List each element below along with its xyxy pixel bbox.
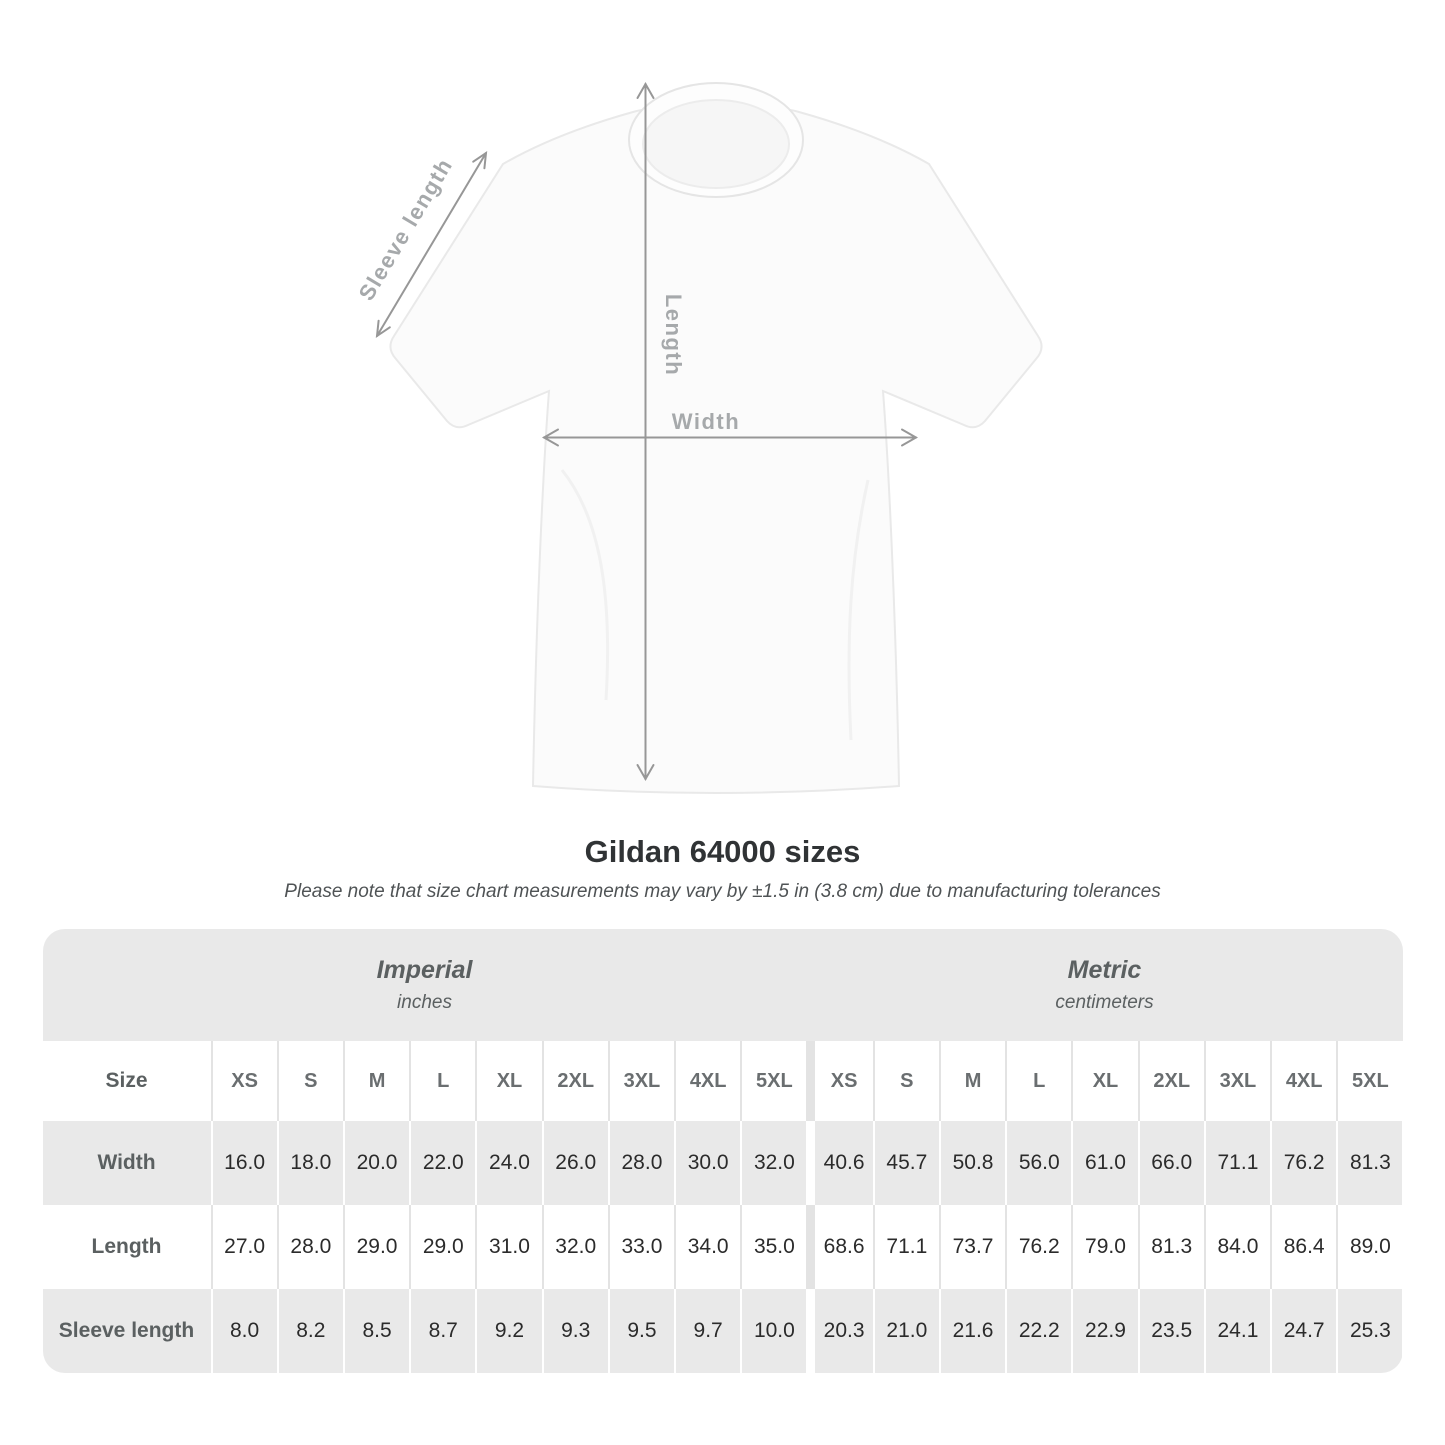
cell-metric-0-2: 50.8 xyxy=(938,1121,1006,1205)
size-table-grid: Size XS S M L XL 2XL 3XL 4XL 5XL XS S M L XL 2XL 3XL 4XL 5… xyxy=(42,1041,1403,1373)
cell-imperial-1-7: 34.0 xyxy=(674,1205,741,1289)
size-table: Imperial inches Metric centimeters Size X… xyxy=(42,929,1403,1373)
size-header-imperial-3xl: 3XL xyxy=(607,1041,675,1121)
collar-inner xyxy=(642,99,790,189)
size-header-imperial-xs: XS xyxy=(210,1041,277,1121)
cell-metric-0-6: 71.1 xyxy=(1203,1121,1271,1205)
size-header-metric-3xl: 3XL xyxy=(1203,1041,1271,1121)
cell-imperial-0-5: 26.0 xyxy=(541,1121,608,1205)
cell-imperial-2-8: 10.0 xyxy=(740,1289,807,1373)
cell-metric-1-8: 89.0 xyxy=(1336,1205,1403,1289)
sleeve-length-arrow xyxy=(375,150,488,339)
cell-metric-2-1: 21.0 xyxy=(872,1289,939,1373)
cell-imperial-2-7: 9.7 xyxy=(674,1289,741,1373)
cell-imperial-1-8: 35.0 xyxy=(740,1205,807,1289)
cell-imperial-0-1: 18.0 xyxy=(276,1121,343,1205)
size-header-imperial-l: L xyxy=(409,1041,476,1121)
size-header-imperial-5xl: 5XL xyxy=(740,1041,807,1121)
tshirt-measurement-diagram: Sleeve length Length Width xyxy=(354,81,1043,794)
imperial-unit: inches xyxy=(397,992,452,1013)
cell-metric-1-5: 81.3 xyxy=(1137,1205,1204,1289)
cell-metric-2-7: 24.7 xyxy=(1270,1289,1337,1373)
unit-header-band: Imperial inches Metric centimeters xyxy=(42,929,1403,1041)
size-header-imperial-xl: XL xyxy=(475,1041,542,1121)
metric-title: Metric xyxy=(1067,956,1142,984)
width-label: Width xyxy=(672,409,740,434)
cell-imperial-0-3: 22.0 xyxy=(409,1121,476,1205)
cell-metric-2-3: 22.2 xyxy=(1005,1289,1072,1373)
fabric-fold-right xyxy=(847,479,870,741)
size-header-metric-m: M xyxy=(938,1041,1006,1121)
size-header-imperial-2xl: 2XL xyxy=(541,1041,608,1121)
cell-metric-2-6: 24.1 xyxy=(1203,1289,1271,1373)
cell-imperial-0-8: 32.0 xyxy=(740,1121,807,1205)
cell-metric-2-4: 22.9 xyxy=(1071,1289,1138,1373)
cell-metric-0-1: 45.7 xyxy=(872,1121,939,1205)
size-header-imperial-s: S xyxy=(276,1041,343,1121)
cell-imperial-2-4: 9.2 xyxy=(475,1289,542,1373)
length-label: Length xyxy=(661,294,686,376)
cell-metric-0-8: 81.3 xyxy=(1336,1121,1403,1205)
cell-imperial-0-0: 16.0 xyxy=(210,1121,277,1205)
size-header-metric-l: L xyxy=(1005,1041,1072,1121)
row-label-1: Length xyxy=(42,1205,211,1289)
cell-metric-1-0: 68.6 xyxy=(806,1205,873,1289)
imperial-section-header: Imperial inches xyxy=(43,929,807,1041)
cell-imperial-0-7: 30.0 xyxy=(674,1121,741,1205)
size-header-metric-5xl: 5XL xyxy=(1336,1041,1403,1121)
cell-imperial-2-0: 8.0 xyxy=(210,1289,277,1373)
size-header-imperial-m: M xyxy=(342,1041,410,1121)
imperial-title: Imperial xyxy=(376,956,473,984)
cell-metric-1-7: 86.4 xyxy=(1270,1205,1337,1289)
cell-imperial-2-5: 9.3 xyxy=(541,1289,608,1373)
cell-imperial-2-1: 8.2 xyxy=(276,1289,343,1373)
cell-imperial-0-6: 28.0 xyxy=(607,1121,675,1205)
cell-imperial-0-4: 24.0 xyxy=(475,1121,542,1205)
tshirt-graphic: Sleeve length Length Width xyxy=(354,81,1043,794)
cell-metric-2-8: 25.3 xyxy=(1336,1289,1403,1373)
width-arrow xyxy=(541,428,919,447)
cell-metric-1-6: 84.0 xyxy=(1203,1205,1271,1289)
row-label-2: Sleeve length xyxy=(42,1289,211,1373)
cell-metric-0-3: 56.0 xyxy=(1005,1121,1072,1205)
size-header-metric-4xl: 4XL xyxy=(1270,1041,1337,1121)
cell-metric-1-1: 71.1 xyxy=(872,1205,939,1289)
cell-metric-1-2: 73.7 xyxy=(938,1205,1006,1289)
length-arrow xyxy=(636,81,655,782)
page-subtitle: Please note that size chart measurements… xyxy=(284,881,1161,902)
tshirt-body-shape xyxy=(389,104,1043,794)
cell-imperial-1-1: 28.0 xyxy=(276,1205,343,1289)
fabric-fold-left xyxy=(560,469,610,701)
cell-imperial-1-5: 32.0 xyxy=(541,1205,608,1289)
cell-metric-0-7: 76.2 xyxy=(1270,1121,1337,1205)
size-header-imperial-4xl: 4XL xyxy=(674,1041,741,1121)
cell-metric-0-5: 66.0 xyxy=(1137,1121,1204,1205)
metric-section-header: Metric centimeters xyxy=(807,929,1403,1041)
size-header-metric-xs: XS xyxy=(806,1041,873,1121)
cell-imperial-2-6: 9.5 xyxy=(607,1289,675,1373)
cell-metric-2-0: 20.3 xyxy=(806,1289,873,1373)
cell-metric-2-5: 23.5 xyxy=(1137,1289,1204,1373)
size-header-metric-2xl: 2XL xyxy=(1137,1041,1204,1121)
cell-metric-1-3: 76.2 xyxy=(1005,1205,1072,1289)
page-title: Gildan 64000 sizes xyxy=(584,834,861,869)
cell-metric-2-2: 21.6 xyxy=(938,1289,1006,1373)
cell-metric-1-4: 79.0 xyxy=(1071,1205,1138,1289)
cell-imperial-2-2: 8.5 xyxy=(342,1289,410,1373)
cell-imperial-1-4: 31.0 xyxy=(475,1205,542,1289)
cell-imperial-1-6: 33.0 xyxy=(607,1205,675,1289)
size-header-metric-xl: XL xyxy=(1071,1041,1138,1121)
cell-metric-0-4: 61.0 xyxy=(1071,1121,1138,1205)
size-header-metric-s: S xyxy=(872,1041,939,1121)
cell-metric-0-0: 40.6 xyxy=(806,1121,873,1205)
size-column-header: Size xyxy=(42,1041,211,1121)
cell-imperial-1-3: 29.0 xyxy=(409,1205,476,1289)
cell-imperial-0-2: 20.0 xyxy=(342,1121,410,1205)
row-label-0: Width xyxy=(42,1121,211,1205)
cell-imperial-2-3: 8.7 xyxy=(409,1289,476,1373)
cell-imperial-1-0: 27.0 xyxy=(210,1205,277,1289)
metric-unit: centimeters xyxy=(1055,992,1154,1013)
cell-imperial-1-2: 29.0 xyxy=(342,1205,410,1289)
